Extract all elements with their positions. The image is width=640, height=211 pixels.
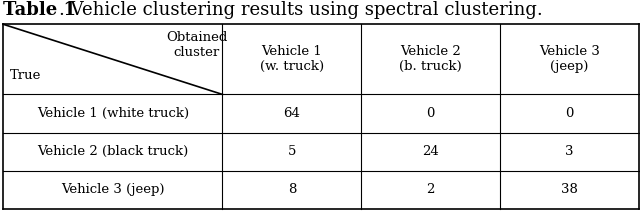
- Text: 38: 38: [561, 183, 578, 196]
- Text: 0: 0: [426, 107, 435, 120]
- Text: Vehicle 3
(jeep): Vehicle 3 (jeep): [539, 45, 600, 73]
- Text: 24: 24: [422, 145, 439, 158]
- Text: . Vehicle clustering results using spectral clustering.: . Vehicle clustering results using spect…: [59, 1, 543, 19]
- Text: 5: 5: [287, 145, 296, 158]
- Text: Vehicle 3 (jeep): Vehicle 3 (jeep): [61, 183, 164, 196]
- Text: 0: 0: [565, 107, 573, 120]
- Text: Vehicle 2 (black truck): Vehicle 2 (black truck): [37, 145, 188, 158]
- Text: Table 1: Table 1: [3, 1, 76, 19]
- Text: 2: 2: [426, 183, 435, 196]
- Text: Vehicle 1 (white truck): Vehicle 1 (white truck): [36, 107, 189, 120]
- Text: 3: 3: [565, 145, 573, 158]
- Text: 8: 8: [287, 183, 296, 196]
- Text: 64: 64: [284, 107, 300, 120]
- Text: Obtained
cluster: Obtained cluster: [166, 31, 228, 59]
- Text: True: True: [10, 69, 41, 82]
- Text: Vehicle 1
(w. truck): Vehicle 1 (w. truck): [260, 45, 324, 73]
- Text: Vehicle 2
(b. truck): Vehicle 2 (b. truck): [399, 45, 462, 73]
